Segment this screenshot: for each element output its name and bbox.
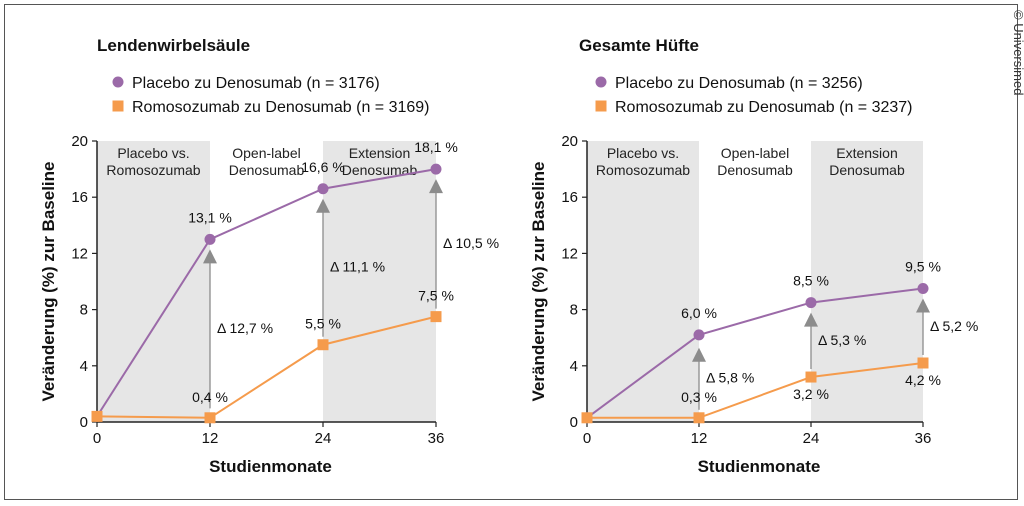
phase-band xyxy=(97,141,210,422)
data-label: 16,6 % xyxy=(301,159,345,175)
delta-arrow-head xyxy=(316,198,330,213)
y-tick-label: 4 xyxy=(80,358,88,375)
y-tick-label: 0 xyxy=(570,414,578,431)
data-label: 6,0 % xyxy=(681,305,717,321)
x-tick-label: 24 xyxy=(803,430,820,447)
data-label: 3,2 % xyxy=(793,386,829,402)
delta-arrow-head xyxy=(429,179,443,194)
x-tick-label: 12 xyxy=(691,430,708,447)
legend-marker-square xyxy=(112,100,124,112)
data-point xyxy=(204,233,216,245)
phase-band xyxy=(587,141,699,422)
delta-label: Δ 5,3 % xyxy=(818,332,866,348)
legend-marker-square xyxy=(595,100,607,112)
series-line xyxy=(96,315,437,419)
data-point xyxy=(917,357,929,369)
data-label: 18,1 % xyxy=(414,139,458,155)
data-point xyxy=(430,311,442,323)
legend-marker-circle xyxy=(112,76,124,88)
delta-arrow-head xyxy=(203,249,217,264)
data-label: 8,5 % xyxy=(793,273,829,289)
data-label: 5,5 % xyxy=(305,316,341,332)
delta-arrow-head xyxy=(916,298,930,313)
legend-label: Romosozumab zu Denosumab (n = 3169) xyxy=(132,99,430,116)
phase-band xyxy=(323,141,436,422)
phase-label: Open-label xyxy=(721,145,790,161)
legend-marker-circle xyxy=(595,76,607,88)
delta-arrow-head xyxy=(804,312,818,327)
series-line xyxy=(587,361,924,419)
phase-label: Placebo vs. xyxy=(117,145,189,161)
data-point xyxy=(91,410,103,422)
data-point xyxy=(693,412,705,424)
phase-label: Open-label xyxy=(232,145,301,161)
delta-label: Δ 11,1 % xyxy=(330,259,385,275)
data-point xyxy=(317,339,329,351)
y-tick-label: 4 xyxy=(570,358,578,375)
legend-label: Placebo zu Denosumab (n = 3176) xyxy=(132,75,380,92)
x-tick-label: 36 xyxy=(428,430,445,447)
data-point xyxy=(805,371,817,383)
data-point xyxy=(430,163,442,175)
y-tick-label: 20 xyxy=(561,133,578,150)
x-tick-label: 12 xyxy=(202,430,219,447)
data-point xyxy=(317,183,329,195)
legend-label: Romosozumab zu Denosumab (n = 3237) xyxy=(615,99,913,116)
x-axis-label: Studienmonate xyxy=(209,457,332,476)
delta-label: Δ 5,2 % xyxy=(930,318,978,334)
delta-label: Δ 5,8 % xyxy=(706,370,754,386)
y-tick-label: 16 xyxy=(71,189,88,206)
phase-label: Extension xyxy=(349,145,410,161)
data-label: 0,4 % xyxy=(192,389,228,405)
phase-label: Romosozumab xyxy=(596,162,690,178)
data-point xyxy=(805,297,817,309)
phase-label: Denosumab xyxy=(717,162,793,178)
y-tick-label: 8 xyxy=(80,302,88,319)
phase-label: Denosumab xyxy=(229,162,305,178)
chart-panel-1: Lendenwirbelsäule Placebo zu Denosumab (n… xyxy=(39,36,499,476)
credit-text: © Universimed xyxy=(1011,10,1024,95)
phase-label: Denosumab xyxy=(829,162,905,178)
data-label: 0,3 % xyxy=(681,389,717,405)
data-point xyxy=(204,412,216,424)
series-line xyxy=(586,287,924,419)
phase-label: Romosozumab xyxy=(106,162,200,178)
phase-label: Placebo vs. xyxy=(607,145,679,161)
delta-arrow-head xyxy=(692,347,706,362)
delta-label: Δ 12,7 % xyxy=(217,320,273,336)
y-tick-label: 20 xyxy=(71,133,88,150)
x-axis-label: Studienmonate xyxy=(698,457,821,476)
y-axis-label: Veränderung (%) zur Baseline xyxy=(529,162,548,402)
figure-frame xyxy=(4,4,1018,500)
phase-label: Denosumab xyxy=(342,162,418,178)
data-label: 7,5 % xyxy=(418,288,454,304)
data-point xyxy=(917,283,929,295)
phase-label: Extension xyxy=(836,145,897,161)
y-tick-label: 12 xyxy=(561,245,578,262)
data-label: 4,2 % xyxy=(905,372,941,388)
delta-label: Δ 10,5 % xyxy=(443,235,499,251)
x-tick-label: 36 xyxy=(915,430,932,447)
x-tick-label: 0 xyxy=(583,430,591,447)
series-line xyxy=(96,168,437,417)
chart-title: Lendenwirbelsäule xyxy=(97,36,250,55)
data-point xyxy=(693,329,705,341)
y-axis-label: Veränderung (%) zur Baseline xyxy=(39,162,58,402)
x-tick-label: 0 xyxy=(93,430,101,447)
y-tick-label: 0 xyxy=(80,414,88,431)
x-tick-label: 24 xyxy=(315,430,332,447)
y-tick-label: 16 xyxy=(561,189,578,206)
data-label: 13,1 % xyxy=(188,209,232,225)
data-label: 9,5 % xyxy=(905,259,941,275)
chart-panel-2: Gesamte Hüfte Placebo zu Denosumab (n = 3… xyxy=(529,36,978,476)
y-tick-label: 8 xyxy=(570,302,578,319)
data-point xyxy=(581,412,593,424)
chart-title: Gesamte Hüfte xyxy=(579,36,699,55)
y-tick-label: 12 xyxy=(71,245,88,262)
legend-label: Placebo zu Denosumab (n = 3256) xyxy=(615,75,863,92)
